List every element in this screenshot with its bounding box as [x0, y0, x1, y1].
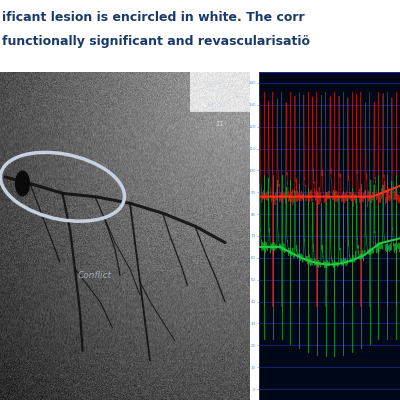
- Text: ificant lesion is encircled in white. The corr: ificant lesion is encircled in white. Th…: [2, 10, 305, 24]
- Text: 10:57: 10:57: [205, 102, 226, 108]
- Text: 20/11/2: 20/11/2: [205, 82, 235, 88]
- Text: Conflict: Conflict: [78, 271, 112, 280]
- Text: functionally significant and revascularisatiö: functionally significant and revasculari…: [2, 34, 310, 48]
- Text: II: II: [215, 121, 224, 127]
- Ellipse shape: [16, 171, 29, 196]
